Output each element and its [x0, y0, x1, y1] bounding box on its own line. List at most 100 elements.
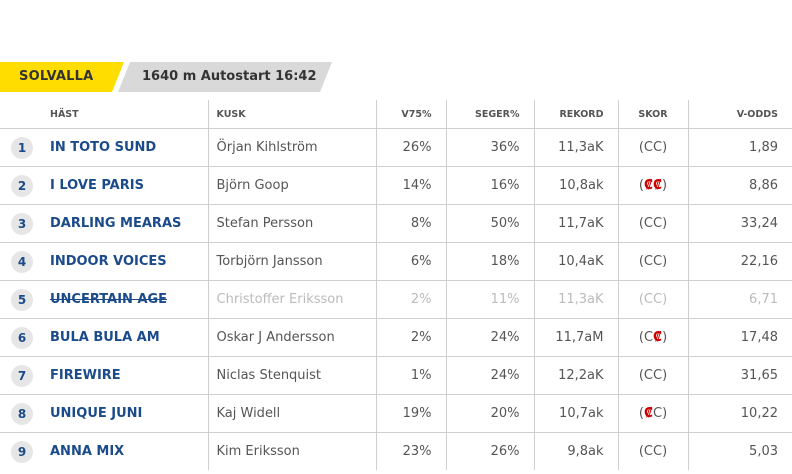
shoe-symbol: ₡	[653, 178, 663, 193]
shoe-symbol: )	[662, 140, 668, 155]
seger-value: 36%	[445, 128, 534, 167]
horse-name[interactable]: FIREWIRE	[40, 356, 208, 395]
driver-name: Christoffer Eriksson	[207, 280, 376, 319]
skor-value: (CC)	[639, 444, 667, 459]
odds-value: 5,03	[687, 432, 792, 470]
v75-value: 14%	[375, 166, 446, 205]
rekord-value: 11,3aK	[533, 280, 618, 319]
skor-value: (C₡)	[639, 330, 667, 345]
start-number-badge: 7	[11, 364, 33, 387]
skor-value: (CC)	[639, 368, 667, 383]
table-row[interactable]: 3 DARLING MEARAS Stefan Persson 8% 50% 11,7aK…	[0, 204, 792, 243]
horse-name[interactable]: UNIQUE JUNI	[40, 394, 208, 433]
horse-name[interactable]: ANNA MIX	[40, 432, 208, 470]
rekord-value: 11,7aM	[533, 318, 618, 357]
shoe-symbol: C	[653, 254, 663, 269]
driver-name: Björn Goop	[207, 166, 376, 205]
driver-name: Stefan Persson	[207, 204, 376, 243]
v75-value: 2%	[375, 318, 446, 357]
table-row[interactable]: 6 BULA BULA AM Oskar J Andersson 2% 24% 11,7a…	[0, 318, 792, 357]
horse-name[interactable]: UNCERTAIN AGE	[40, 280, 208, 319]
seger-value: 26%	[445, 432, 534, 470]
shoe-symbol: ₡	[643, 406, 653, 421]
driver-name: Kaj Widell	[207, 394, 376, 433]
start-number-badge: 1	[11, 136, 33, 159]
horse-name[interactable]: BULA BULA AM	[40, 318, 208, 357]
shoe-symbol: (	[638, 216, 644, 231]
seger-value: 50%	[445, 204, 534, 243]
table-row[interactable]: 4 INDOOR VOICES Torbjörn Jansson 6% 18% 10,4a…	[0, 242, 792, 281]
shoe-symbol: (	[638, 444, 644, 459]
odds-value: 1,89	[687, 128, 792, 167]
table-row[interactable]: 8 UNIQUE JUNI Kaj Widell 19% 20% 10,7ak (₡C) 10…	[0, 394, 792, 433]
track-label: SOLVALLA	[0, 62, 124, 92]
col-header-v75[interactable]: V75%	[375, 100, 446, 129]
v75-value: 6%	[375, 242, 446, 281]
table-row[interactable]: 5 UNCERTAIN AGE Christoffer Eriksson 2% 11% 1…	[0, 280, 792, 319]
table-row[interactable]: 9 ANNA MIX Kim Eriksson 23% 26% 9,8ak (CC) 5,03	[0, 432, 792, 470]
odds-value: 10,22	[687, 394, 792, 433]
v75-value: 2%	[375, 280, 446, 319]
shoe-symbol: )	[662, 292, 668, 307]
shoe-symbol: (	[638, 292, 644, 307]
driver-name: Torbjörn Jansson	[207, 242, 376, 281]
col-header-kusk[interactable]: KUSK	[207, 100, 376, 129]
shoe-symbol: C	[653, 444, 663, 459]
horse-name[interactable]: I LOVE PARIS	[40, 166, 208, 205]
shoe-symbol: )	[662, 406, 668, 421]
shoe-symbol: C	[643, 140, 653, 155]
race-info-text: 1640 m Autostart 16:42	[142, 69, 317, 84]
shoe-symbol: C	[652, 406, 663, 421]
start-number-badge: 8	[11, 402, 33, 425]
col-header-rekord[interactable]: REKORD	[533, 100, 618, 129]
col-header-skor[interactable]: SKOR	[617, 100, 688, 129]
driver-name: Kim Eriksson	[207, 432, 376, 470]
rekord-value: 11,7aK	[533, 204, 618, 243]
table-header-row: HÄST KUSK V75% SEGER% REKORD SKOR V-ODDS	[0, 100, 792, 129]
shoe-symbol: (	[638, 368, 644, 383]
v75-value: 26%	[375, 128, 446, 167]
rekord-value: 10,7ak	[533, 394, 618, 433]
v75-value: 23%	[375, 432, 446, 470]
skor-value: (₡₡)	[639, 178, 667, 193]
shoe-symbol: (	[638, 140, 644, 155]
v75-value: 19%	[375, 394, 446, 433]
rekord-value: 10,4aK	[533, 242, 618, 281]
rekord-value: 10,8ak	[533, 166, 618, 205]
start-number-badge: 4	[11, 250, 33, 273]
shoe-symbol: )	[662, 254, 668, 269]
odds-value: 6,71	[687, 280, 792, 319]
col-header-seger[interactable]: SEGER%	[445, 100, 534, 129]
seger-value: 20%	[445, 394, 534, 433]
rekord-value: 11,3aK	[533, 128, 618, 167]
start-number-badge: 5	[11, 288, 33, 311]
horse-name[interactable]: DARLING MEARAS	[40, 204, 208, 243]
v75-value: 1%	[375, 356, 446, 395]
race-info: 1640 m Autostart 16:42	[118, 62, 332, 92]
horse-name[interactable]: IN TOTO SUND	[40, 128, 208, 167]
col-header-hast[interactable]: HÄST	[50, 108, 79, 120]
v75-value: 8%	[375, 204, 446, 243]
seger-value: 18%	[445, 242, 534, 281]
skor-value: (CC)	[639, 140, 667, 155]
track-name: SOLVALLA	[19, 69, 94, 84]
shoe-symbol: )	[662, 216, 668, 231]
rekord-value: 9,8ak	[533, 432, 618, 470]
horse-name[interactable]: INDOOR VOICES	[40, 242, 208, 281]
shoe-symbol: C	[653, 368, 663, 383]
table-row[interactable]: 1 IN TOTO SUND Örjan Kihlström 26% 36% 11,3aK…	[0, 128, 792, 167]
driver-name: Oskar J Andersson	[207, 318, 376, 357]
shoe-symbol: C	[653, 216, 663, 231]
start-number-badge: 3	[11, 212, 33, 235]
col-header-vodds[interactable]: V-ODDS	[687, 100, 792, 129]
shoe-symbol: )	[662, 444, 668, 459]
table-row[interactable]: 7 FIREWIRE Niclas Stenquist 1% 24% 12,2aK (CC)…	[0, 356, 792, 395]
shoe-symbol: )	[662, 330, 668, 345]
odds-value: 17,48	[687, 318, 792, 357]
shoe-symbol: C	[653, 140, 663, 155]
skor-value: (CC)	[639, 254, 667, 269]
rekord-value: 12,2aK	[533, 356, 618, 395]
seger-value: 16%	[445, 166, 534, 205]
start-list-table: HÄST KUSK V75% SEGER% REKORD SKOR V-ODDS…	[0, 100, 792, 470]
